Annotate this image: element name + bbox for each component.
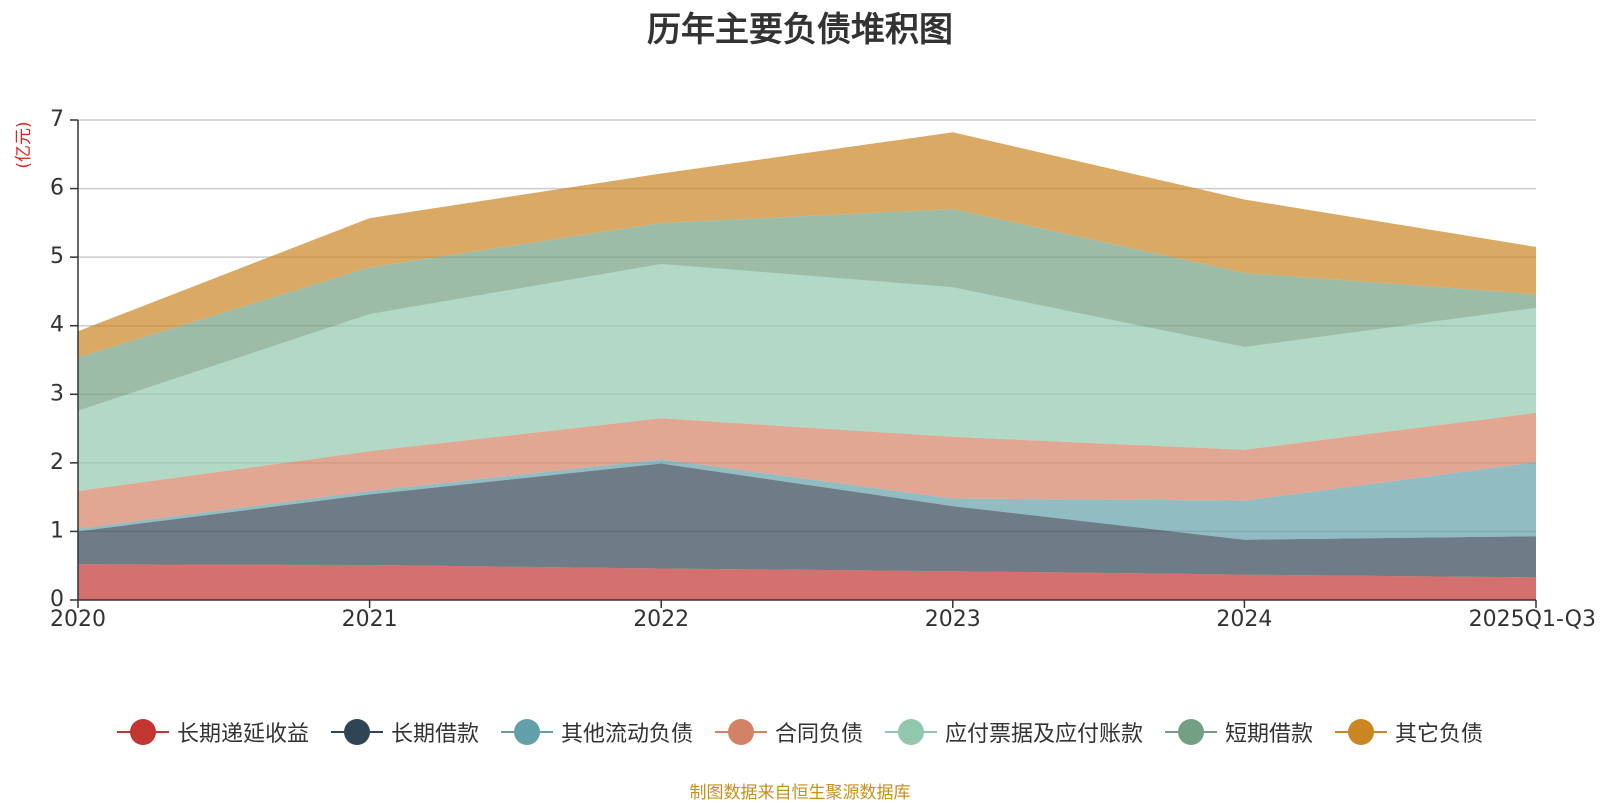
y-tick-label: 1 <box>50 518 64 543</box>
legend-label: 短期借款 <box>1225 722 1314 747</box>
area-series-5 <box>78 209 1536 411</box>
y-tick-label: 4 <box>50 313 64 338</box>
y-tick-label: 2 <box>50 450 64 475</box>
y-tick-label: 0 <box>50 587 64 612</box>
legend-marker-icon <box>1335 719 1388 745</box>
legend-label: 长期借款 <box>390 722 479 747</box>
area-series-4 <box>78 264 1536 491</box>
legend-marker-icon <box>330 719 383 745</box>
legend-label: 合同负债 <box>774 722 863 747</box>
area-series-0 <box>78 564 1536 600</box>
y-tick-label: 3 <box>50 381 64 406</box>
x-tick-label: 2022 <box>633 607 689 632</box>
y-tick-label: 5 <box>50 244 64 269</box>
chart-title: 历年主要负债堆积图 <box>647 10 953 50</box>
area-series-1 <box>78 463 1536 578</box>
legend-marker-icon <box>1165 719 1218 745</box>
x-tick-label: 2020 <box>50 607 106 632</box>
legend-marker-icon <box>885 719 937 745</box>
x-tick-label: 2025Q1-Q3 <box>1469 607 1596 632</box>
axis-layer: 0 1 2 3 4 5 6 7 2020 2021 2022 2023 2024 2025Q1-Q3 <box>50 107 1596 632</box>
legend-label: 应付票据及应付账款 <box>945 722 1144 747</box>
y-tick-label: 7 <box>50 107 64 132</box>
legend-item-6[interactable]: 其它负债 <box>1335 716 1483 748</box>
area-series-3 <box>78 412 1536 529</box>
y-axis-unit-label: (亿元) <box>14 121 34 168</box>
x-tick-label: 2023 <box>925 607 981 632</box>
legend-marker-icon <box>500 719 553 745</box>
area-layer <box>78 132 1536 600</box>
legend-item-1[interactable]: 长期借款 <box>330 716 479 748</box>
y-tick-label: 6 <box>50 176 64 201</box>
legend-item-4[interactable]: 应付票据及应付账款 <box>885 716 1143 748</box>
source-note: 制图数据来自恒生聚源数据库 <box>689 783 911 803</box>
area-series-6 <box>78 132 1536 358</box>
legend-label: 长期递延收益 <box>176 722 309 747</box>
legend-label: 其他流动负债 <box>560 722 693 747</box>
legend: 长期递延收益 长期借款 其他流动负债 合同负债 应付票据及应付账款 短期借款 其它负债 <box>0 716 1600 748</box>
legend-label: 其它负债 <box>1395 722 1484 747</box>
legend-item-5[interactable]: 短期借款 <box>1165 716 1313 748</box>
x-tick-label: 2021 <box>342 607 398 632</box>
legend-item-0[interactable]: 长期递延收益 <box>116 716 309 748</box>
legend-marker-icon <box>116 719 169 745</box>
area-series-2 <box>78 459 1536 540</box>
x-tick-label: 2024 <box>1216 607 1272 632</box>
legend-item-3[interactable]: 合同负债 <box>714 716 863 748</box>
legend-marker-icon <box>714 719 767 745</box>
legend-item-2[interactable]: 其他流动负债 <box>500 716 693 748</box>
